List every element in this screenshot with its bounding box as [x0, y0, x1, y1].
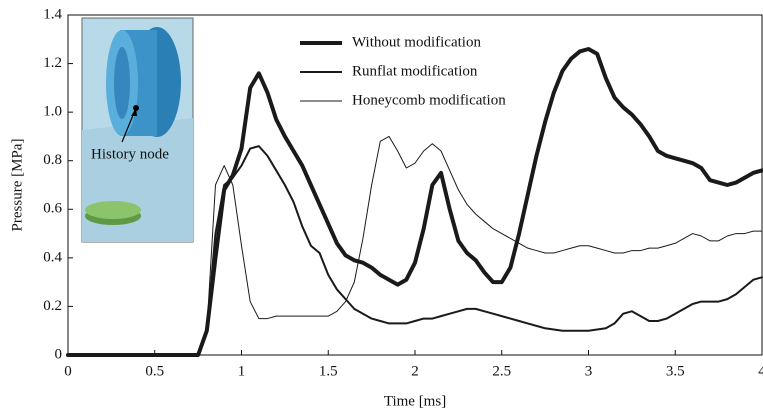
x-tick-label: 0 [64, 363, 72, 379]
x-tick-label: 1 [238, 363, 246, 379]
y-tick-label: 1.0 [43, 104, 62, 120]
legend-label: Without modification [352, 34, 481, 50]
y-tick-label: 1.2 [43, 55, 62, 71]
legend-label: Runflat modification [352, 63, 478, 79]
y-tick-label: 0.8 [43, 152, 62, 168]
y-tick-label: 0 [55, 346, 63, 362]
x-tick-label: 3.5 [666, 363, 685, 379]
y-tick-label: 0.6 [43, 201, 62, 217]
x-tick-label: 2.5 [492, 363, 511, 379]
x-tick-label: 3 [585, 363, 593, 379]
y-tick-label: 0.4 [43, 249, 62, 265]
x-tick-label: 2 [411, 363, 419, 379]
x-tick-label: 0.5 [145, 363, 164, 379]
y-tick-label: 1.4 [43, 6, 62, 22]
inset-picture [81, 17, 194, 243]
annotation: History node [91, 146, 169, 162]
x-tick-label: 1.5 [319, 363, 338, 379]
y-axis-label: Pressure [MPa] [9, 139, 25, 232]
legend-label: Honeycomb modification [352, 92, 506, 108]
line-series [67, 135, 763, 356]
y-tick-label: 0.2 [43, 298, 62, 314]
x-axis-label: Time [ms] [384, 393, 446, 409]
x-tick-label: 4 [758, 363, 763, 379]
